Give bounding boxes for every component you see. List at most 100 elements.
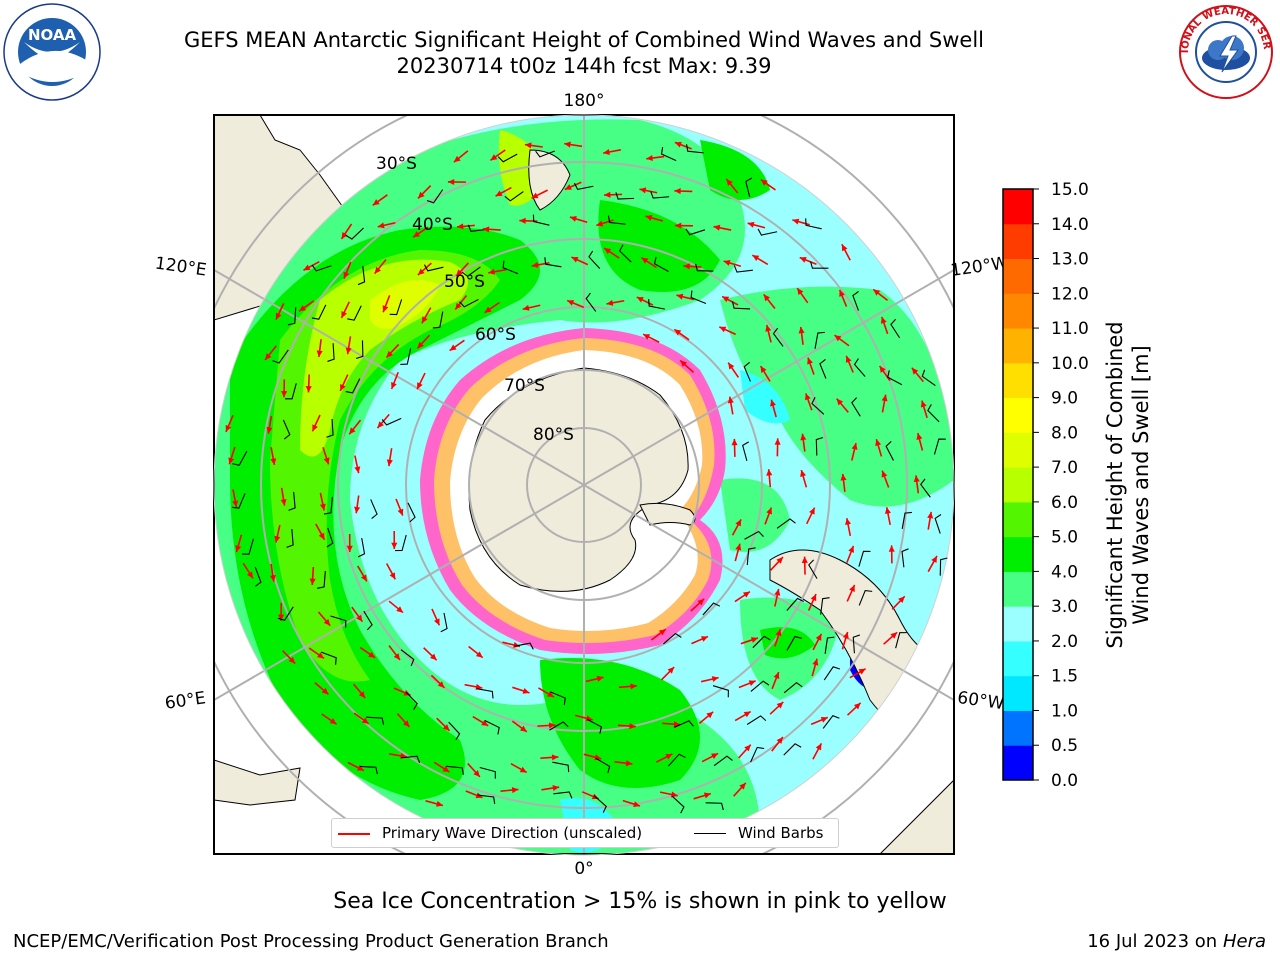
wind-barb [285, 383, 297, 400]
wave-arrow-head [845, 518, 852, 525]
chart-subtitle: 20230714 t00z 144h fcst Max: 9.39 [396, 54, 772, 78]
wind-barb [885, 441, 894, 461]
wind-barb [901, 548, 909, 568]
wave-arrow-head [433, 618, 440, 626]
wave-arrow-head [318, 532, 325, 540]
wave-arrow-head [645, 214, 653, 221]
wave-arrow-head [776, 701, 784, 709]
wind-barb [479, 766, 496, 779]
wind-barb [815, 436, 824, 456]
wave-arrow-head [765, 324, 772, 332]
wave-arrow-head [629, 723, 636, 730]
wind-barb [553, 791, 573, 799]
wave-arrow-head [361, 574, 367, 582]
colorbar-segment [1003, 223, 1033, 260]
wind-barb [702, 602, 721, 616]
wave-arrow-head [680, 360, 687, 367]
lat-label-50s: 50°S [444, 272, 485, 292]
wave-arrow-head [799, 257, 807, 263]
wave-arrow-head [920, 400, 927, 408]
wind-barb [890, 318, 901, 339]
wave-arrow-head [281, 390, 288, 398]
wave-arrow-head [773, 672, 780, 680]
wave-arrow-head [524, 142, 532, 149]
wave-arrow-head [604, 248, 612, 255]
wind-barb [671, 795, 685, 814]
wave-arrow-head [393, 653, 400, 660]
wave-arrow-head [391, 542, 398, 550]
wind-barb [920, 478, 931, 498]
wave-arrow-head [356, 614, 363, 622]
wave-arrow-head [810, 594, 817, 602]
colorbar-segment [1003, 293, 1033, 329]
legend-item-wave-direction: Primary Wave Direction (unscaled) [338, 824, 642, 842]
wave-arrow-head [842, 631, 849, 639]
wave-arrow-head [280, 498, 287, 506]
colorbar-segment [1003, 606, 1033, 642]
wave-arrow-head [805, 393, 811, 401]
wind-barb [588, 250, 601, 270]
wave-arrow-head [345, 347, 352, 355]
wind-barb [232, 450, 248, 466]
map-corner-top-right [770, 115, 954, 180]
wind-barb [820, 597, 830, 615]
wind-barb [423, 264, 444, 272]
colorbar-tick-label: 1.5 [1051, 667, 1078, 687]
wave-arrow-head [299, 305, 307, 312]
wave-arrow-head [743, 711, 751, 718]
wind-barb [586, 718, 602, 734]
colorbar-segment [1003, 640, 1033, 677]
wind-barb [746, 547, 756, 566]
wind-barb [282, 419, 291, 440]
wave-arrow-head [673, 721, 681, 728]
map-legend: Primary Wave Direction (unscaled) Wind B… [331, 818, 839, 848]
wind-barb [757, 228, 778, 236]
lat-label-30s: 30°S [376, 154, 417, 174]
wave-arrow-head [674, 141, 682, 148]
wave-arrow-head [490, 154, 498, 161]
wind-barb [744, 530, 764, 540]
wave-arrow-head [674, 329, 682, 336]
wind-barb [366, 716, 385, 726]
wave-arrow-head [270, 458, 277, 465]
wave-arrow-head [752, 255, 760, 262]
wave-arrow-head [711, 753, 719, 760]
wave-arrow-head [372, 199, 380, 206]
wind-barb [653, 256, 669, 272]
wave-arrow-head [750, 637, 758, 643]
wind-barb [733, 265, 753, 273]
wave-arrow-head [898, 596, 905, 603]
colorbar-segment [1003, 536, 1033, 572]
wind-barb [345, 227, 364, 240]
wave-arrow-head [488, 268, 496, 275]
wave-arrow-head [735, 543, 742, 551]
wave-arrow-head [674, 222, 682, 229]
wind-barb [934, 514, 942, 534]
wind-barb [484, 720, 500, 735]
wind-barb [459, 298, 479, 308]
wave-arrow-head [667, 667, 675, 674]
vector-layer [225, 141, 948, 814]
colorbar-segment [1003, 397, 1033, 433]
wind-barb [514, 642, 534, 650]
wind-barb [695, 263, 714, 272]
wave-arrow-head [340, 383, 346, 391]
wave-arrow-head [228, 457, 235, 465]
wind-barb [535, 150, 555, 158]
map-boundary-circle [213, 114, 955, 856]
wave-arrow-head [495, 190, 503, 197]
wind-barb [532, 214, 550, 226]
date-text: 16 Jul 2023 on [1087, 931, 1218, 952]
wave-arrow-head [747, 221, 755, 228]
wind-barb [389, 299, 403, 316]
wave-arrow-head [316, 350, 323, 358]
wind-barb [852, 291, 859, 311]
wave-arrow-head [604, 191, 611, 198]
wind-barb [686, 144, 704, 154]
wave-arrow-head [482, 226, 490, 233]
wave-arrow-head [853, 702, 861, 710]
wind-barb [705, 802, 724, 811]
wind-barb [323, 496, 333, 515]
wave-arrow-head [927, 511, 934, 519]
wave-arrow-head [417, 341, 424, 349]
